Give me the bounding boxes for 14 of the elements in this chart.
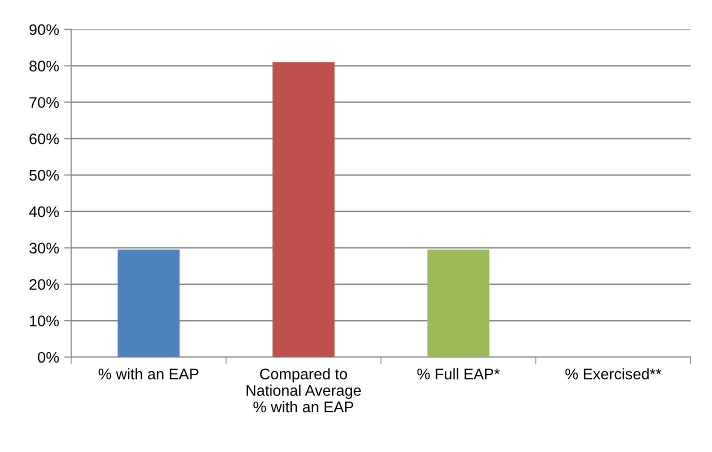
y-tick-label: 50%	[29, 170, 59, 181]
y-tick-label: 10%	[30, 316, 59, 326]
y-tick-label: 90%	[30, 24, 59, 36]
x-tick-label: Compared to National Average % with an EAP	[246, 368, 361, 412]
y-tick-label: 40%	[29, 206, 59, 218]
x-tick-label: % Exercised**	[565, 368, 662, 380]
x-tick-label: % with an EAP	[98, 368, 198, 380]
y-tick-label: 80%	[29, 60, 59, 72]
x-tick-label: % Full EAP*	[417, 368, 500, 380]
y-tick-label: 70%	[30, 97, 59, 108]
y-tick-label: 20%	[30, 279, 59, 290]
y-tick-label: 60%	[30, 133, 59, 144]
y-tick-label: 0%	[38, 352, 59, 363]
y-tick-label: 30%	[29, 242, 59, 254]
